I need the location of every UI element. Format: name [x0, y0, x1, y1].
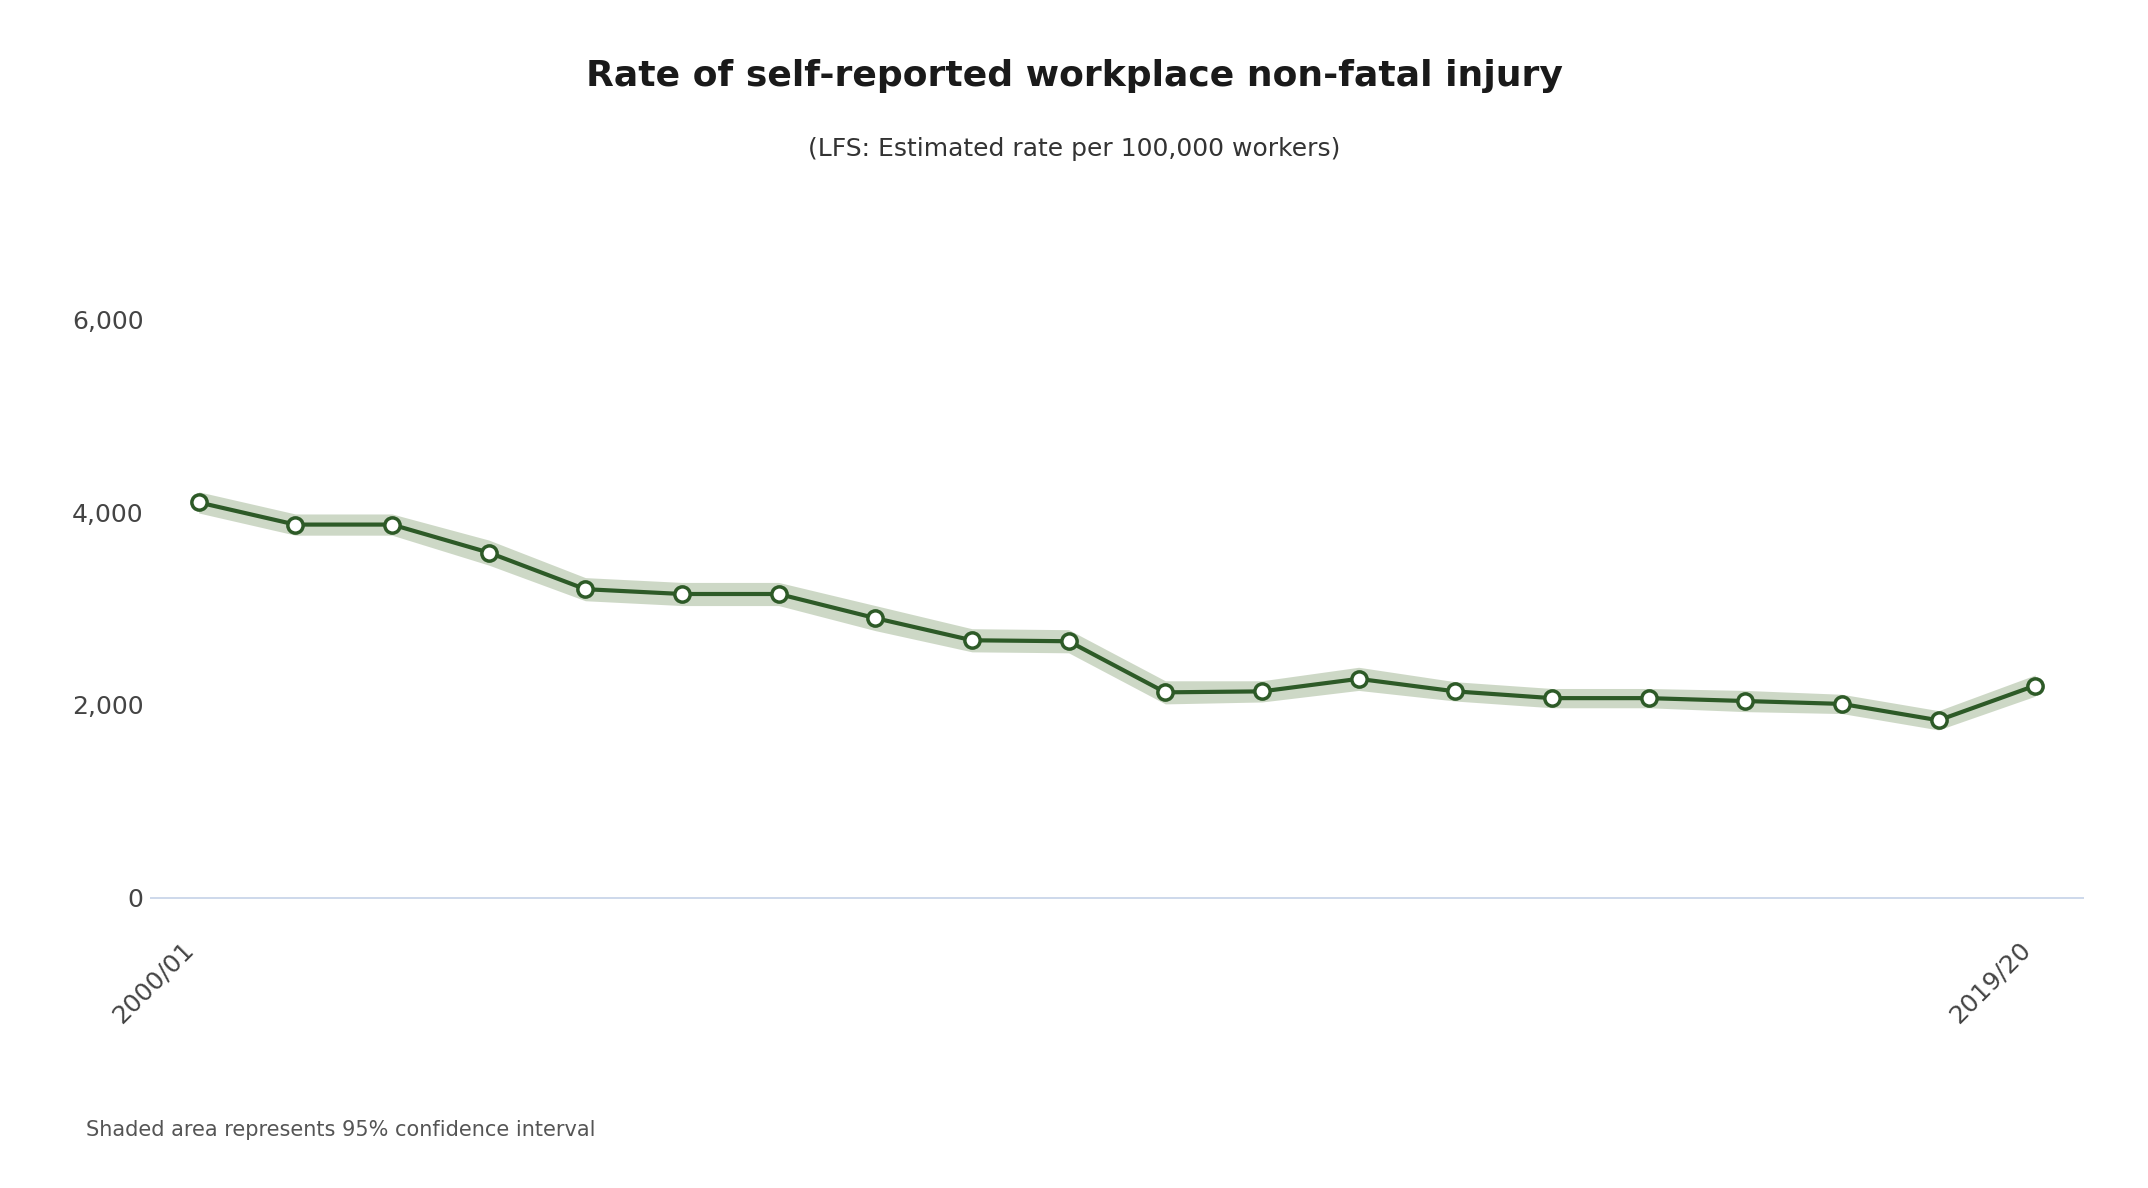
Text: Rate of self-reported workplace non-fatal injury: Rate of self-reported workplace non-fata…: [586, 59, 1562, 94]
Text: Shaded area represents 95% confidence interval: Shaded area represents 95% confidence in…: [86, 1120, 595, 1140]
Text: (LFS: Estimated rate per 100,000 workers): (LFS: Estimated rate per 100,000 workers…: [808, 137, 1340, 160]
